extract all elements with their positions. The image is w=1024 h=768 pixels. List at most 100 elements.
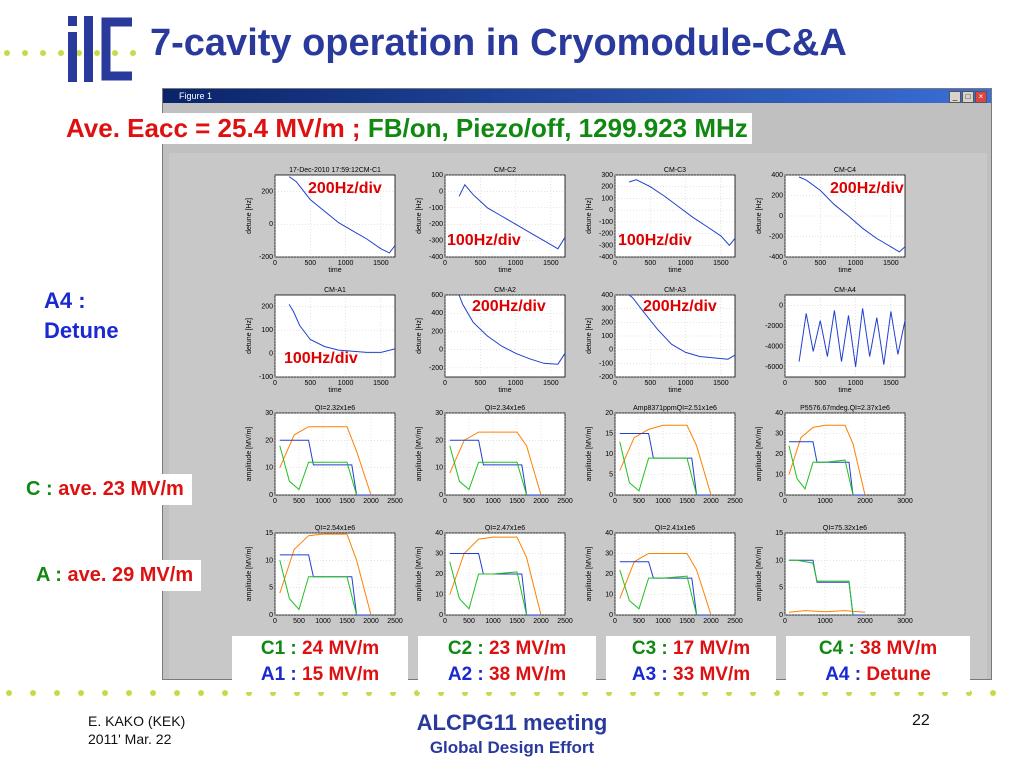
- y-tick-label: 10: [605, 451, 613, 458]
- figure-canvas: 0 500 1000 1500 -200 0 200 17-Dec-2010 17:59:12…: [169, 153, 987, 679]
- x-tick-label: 500: [814, 260, 826, 267]
- y-axis-label: amplitude [MV/m]: [416, 427, 423, 482]
- c-value: ave. 23 MV/m: [58, 478, 184, 500]
- series-line-1: [788, 610, 866, 613]
- y-tick-label: -6000: [765, 364, 783, 371]
- c-average-label: C : ave. 23 MV/m: [18, 474, 192, 505]
- x-tick-label: 0: [783, 380, 787, 387]
- y-axis-label: detune [Hz]: [756, 198, 763, 234]
- x-tick-label: 0: [443, 618, 447, 625]
- y-tick-label: 5: [609, 472, 613, 479]
- y-tick-label: 0: [439, 492, 443, 499]
- series-line-3: [619, 569, 698, 616]
- plot-area: [274, 412, 396, 496]
- minimize-icon[interactable]: _: [949, 91, 961, 103]
- x-tick-label: 1000: [485, 498, 501, 505]
- series-line-1: [279, 426, 372, 496]
- cavity-box-1-line1: C1 : 24 MV/m: [260, 638, 380, 659]
- series-line-3: [449, 561, 528, 616]
- y-tick-label: 0: [269, 351, 273, 358]
- x-axis-label: time: [498, 267, 511, 274]
- y-axis-label: detune [Hz]: [416, 198, 423, 234]
- y-tick-label: 0: [439, 347, 443, 354]
- a4-label-line2: Detune: [44, 318, 119, 343]
- subplot-3: 0 500 1000 1500 -400 -300 -200 -100 0 100 200 300 CM…: [586, 167, 736, 274]
- y-axis-label: amplitude [MV/m]: [756, 427, 763, 482]
- series-line-1: [798, 176, 906, 253]
- y-tick-label: 20: [265, 437, 273, 444]
- figure-title: Figure 1: [179, 91, 213, 101]
- close-icon[interactable]: ×: [975, 91, 987, 103]
- subplot-10: 0 500 1000 1500 2000 2500 0 10 20 30 QI=2.34x1e6 am…: [416, 405, 573, 505]
- plot-area: [784, 532, 906, 616]
- y-tick-label: 10: [265, 465, 273, 472]
- y-tick-label: 15: [605, 431, 613, 438]
- x-tick-label: 2500: [387, 498, 403, 505]
- y-tick-label: 10: [605, 592, 613, 599]
- scale-label-c1: 200Hz/div: [308, 180, 382, 197]
- y-tick-label: 0: [269, 492, 273, 499]
- scale-label-c2: 100Hz/div: [447, 232, 521, 249]
- y-tick-label: 10: [265, 557, 273, 564]
- subplot-title: QI=2.32x1e6: [315, 405, 355, 412]
- y-axis-label: detune [Hz]: [586, 318, 593, 354]
- plot-area: [444, 412, 566, 496]
- x-tick-label: 500: [814, 380, 826, 387]
- subplot-title: CM-A2: [494, 287, 516, 294]
- y-tick-label: 400: [431, 310, 443, 317]
- x-tick-label: 1000: [848, 260, 864, 267]
- y-axis-label: detune [Hz]: [586, 198, 593, 234]
- x-tick-label: 500: [293, 618, 305, 625]
- y-tick-label: 0: [269, 612, 273, 619]
- cavity-box-2: C2 : 23 MV/m A2 : 38 MV/m: [418, 636, 596, 692]
- page-number: 22: [912, 712, 930, 729]
- cavity-box-2-line1: C2 : 23 MV/m: [447, 638, 567, 659]
- a4-detune-label: A4 : Detune: [44, 286, 119, 346]
- y-tick-label: 600: [431, 292, 443, 299]
- x-tick-label: 0: [273, 260, 277, 267]
- y-axis-label: amplitude [MV/m]: [246, 547, 253, 602]
- y-tick-label: -200: [429, 221, 443, 228]
- x-tick-label: 1500: [373, 260, 389, 267]
- page-title: 7-cavity operation in Cryomodule-C&A: [150, 22, 847, 64]
- subplot-16: 0 1000 2000 3000 0 5 10 15 QI=75.32x1e6 amplitude…: [756, 525, 913, 625]
- x-tick-label: 0: [443, 380, 447, 387]
- x-tick-label: 2000: [703, 618, 719, 625]
- plot-area: [274, 294, 396, 378]
- x-tick-label: 1000: [655, 498, 671, 505]
- x-tick-label: 1500: [339, 618, 355, 625]
- y-tick-label: 0: [439, 612, 443, 619]
- x-axis-label: time: [498, 387, 511, 394]
- series-line-1: [798, 308, 906, 367]
- x-tick-label: 2500: [557, 498, 573, 505]
- x-tick-label: 2000: [703, 498, 719, 505]
- x-tick-label: 0: [273, 380, 277, 387]
- y-tick-label: -100: [429, 205, 443, 212]
- y-tick-label: 20: [605, 410, 613, 417]
- subplot-title: CM-C2: [494, 167, 516, 174]
- subplot-title: CM-A4: [834, 287, 856, 294]
- x-tick-label: 1000: [508, 380, 524, 387]
- plot-area: [614, 174, 736, 258]
- y-tick-label: 100: [601, 195, 613, 202]
- x-tick-label: 1000: [678, 380, 694, 387]
- cavity-box-3-line1: C3 : 17 MV/m: [631, 638, 751, 659]
- y-tick-label: 100: [601, 333, 613, 340]
- x-tick-label: 1000: [315, 498, 331, 505]
- y-tick-label: 30: [435, 410, 443, 417]
- y-tick-label: -400: [769, 254, 783, 261]
- x-tick-label: 1000: [508, 260, 524, 267]
- maximize-icon[interactable]: □: [962, 91, 974, 103]
- subplot-13: 0 500 1000 1500 2000 2500 0 5 10 15 QI=2.54x1e6 amp…: [246, 525, 403, 625]
- x-tick-label: 2000: [363, 498, 379, 505]
- y-tick-label: 0: [439, 188, 443, 195]
- y-tick-label: 300: [601, 172, 613, 179]
- x-tick-label: 1000: [817, 498, 833, 505]
- series-line-1: [619, 424, 712, 496]
- y-tick-label: 0: [779, 213, 783, 220]
- x-tick-label: 1000: [315, 618, 331, 625]
- y-tick-label: 200: [431, 328, 443, 335]
- subplot-8: 0 500 1000 1500 -6000 -4000 -2000 0 CM-A4 time: [765, 287, 906, 394]
- y-tick-label: 400: [601, 292, 613, 299]
